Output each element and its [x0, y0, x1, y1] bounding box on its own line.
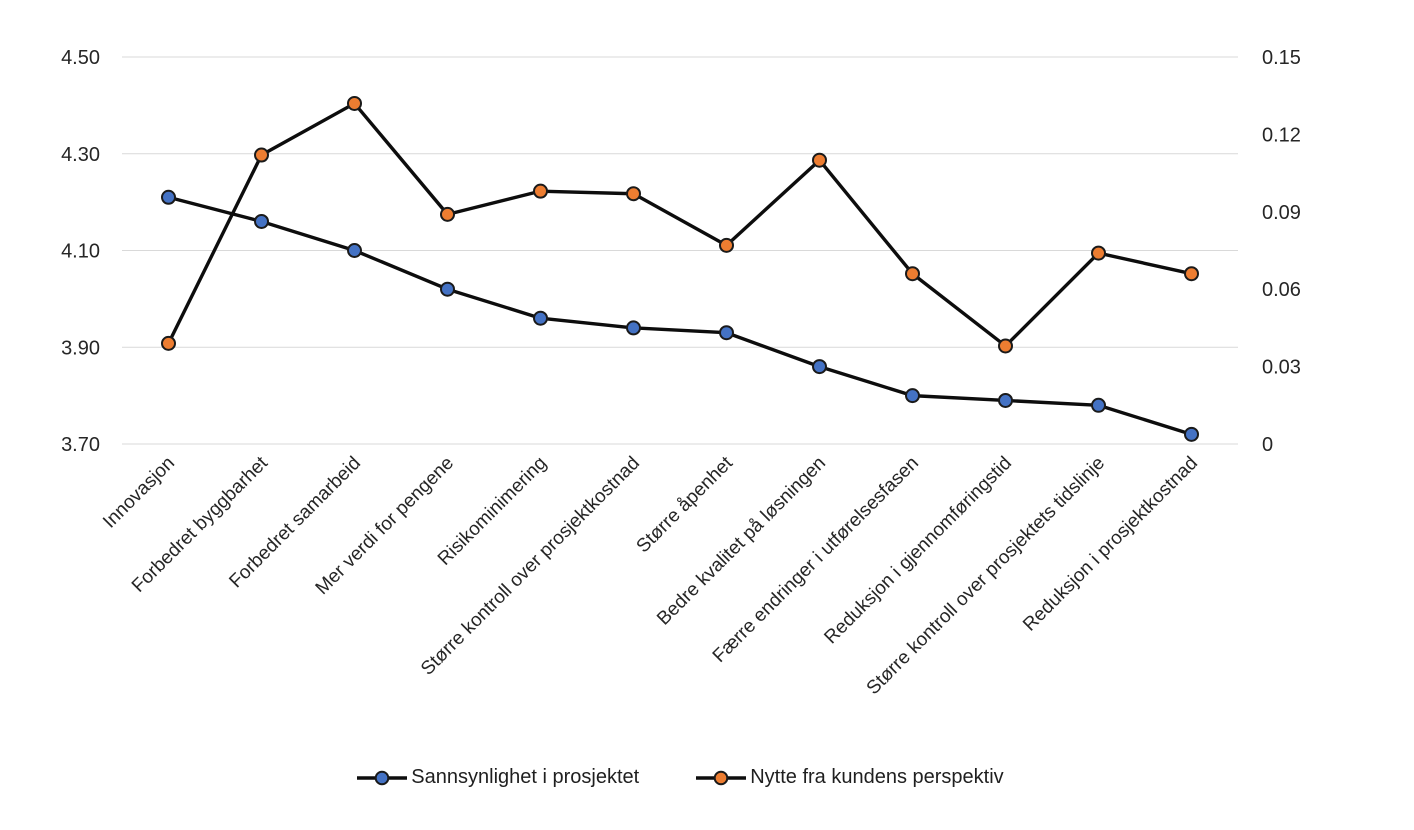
legend-label-probability: Sannsynlighet i prosjektet	[411, 766, 640, 788]
right-axis-tick-label: 0.09	[1262, 202, 1301, 224]
category-label: Større åpenhet	[633, 452, 738, 557]
data-point-marker	[812, 359, 827, 375]
data-point-marker	[905, 388, 920, 404]
data-point-marker	[1091, 397, 1106, 413]
line-chart: 4.50 4.30 4.10 3.90 3.70 0.15 0.12 0.09 0.06 0.03…	[61, 47, 1301, 699]
data-point-marker	[161, 335, 176, 351]
data-point-marker	[440, 281, 455, 297]
category-label: Bedre kvalitet på løsningen	[653, 453, 830, 630]
data-point-marker	[254, 147, 269, 163]
series-line	[166, 101, 1194, 348]
data-point-marker	[626, 186, 641, 202]
data-point-marker	[1184, 426, 1199, 442]
left-axis-tick-label: 4.10	[61, 241, 100, 263]
legend-label-benefit: Nytte fra kundens perspektiv	[750, 766, 1004, 788]
right-axis-tick-label: 0.12	[1262, 124, 1301, 146]
category-label: Reduksjon i gjennomføringstid	[820, 453, 1016, 649]
right-axis-tick-label: 0.06	[1262, 279, 1301, 301]
data-point-marker	[998, 392, 1013, 408]
data-point-marker	[998, 338, 1013, 354]
data-point-marker	[347, 243, 362, 258]
chart-legend: Sannsynlighet i prosjektet Nytte fra kun…	[122, 766, 1238, 789]
left-axis-tick-label: 4.30	[61, 144, 100, 166]
left-axis-tick-label: 3.70	[61, 434, 100, 456]
series-line	[166, 195, 1194, 437]
data-point-marker	[254, 213, 269, 229]
right-axis-tick-label: 0.15	[1262, 47, 1301, 69]
right-axis-tick-label: 0.03	[1262, 357, 1301, 379]
data-point-marker	[905, 266, 920, 282]
legend-marker-orange-icon	[696, 770, 747, 785]
legend-item-probability: Sannsynlighet i prosjektet	[356, 766, 639, 789]
right-axis-tick-label: 0	[1262, 434, 1273, 456]
data-point-marker	[440, 206, 455, 222]
data-point-marker	[161, 189, 176, 205]
data-point-marker	[719, 325, 734, 341]
data-point-marker	[719, 237, 734, 253]
data-point-marker	[812, 152, 827, 168]
data-point-marker	[626, 320, 641, 336]
data-point-marker	[1184, 266, 1199, 282]
legend-item-benefit: Nytte fra kundens perspektiv	[695, 766, 1004, 789]
legend-marker-blue-icon	[357, 770, 408, 785]
category-label: Innovasjon	[99, 453, 179, 533]
category-label: Færre endringer i utførelsesfasen	[709, 453, 923, 667]
data-point-marker	[533, 183, 548, 199]
data-point-marker	[347, 95, 362, 111]
data-point-marker	[533, 310, 548, 326]
left-axis-tick-label: 3.90	[61, 337, 100, 359]
left-axis-tick-label: 4.50	[61, 47, 100, 69]
category-label: Reduksjon i prosjektkostnad	[1019, 453, 1202, 636]
data-point-marker	[1091, 245, 1106, 261]
